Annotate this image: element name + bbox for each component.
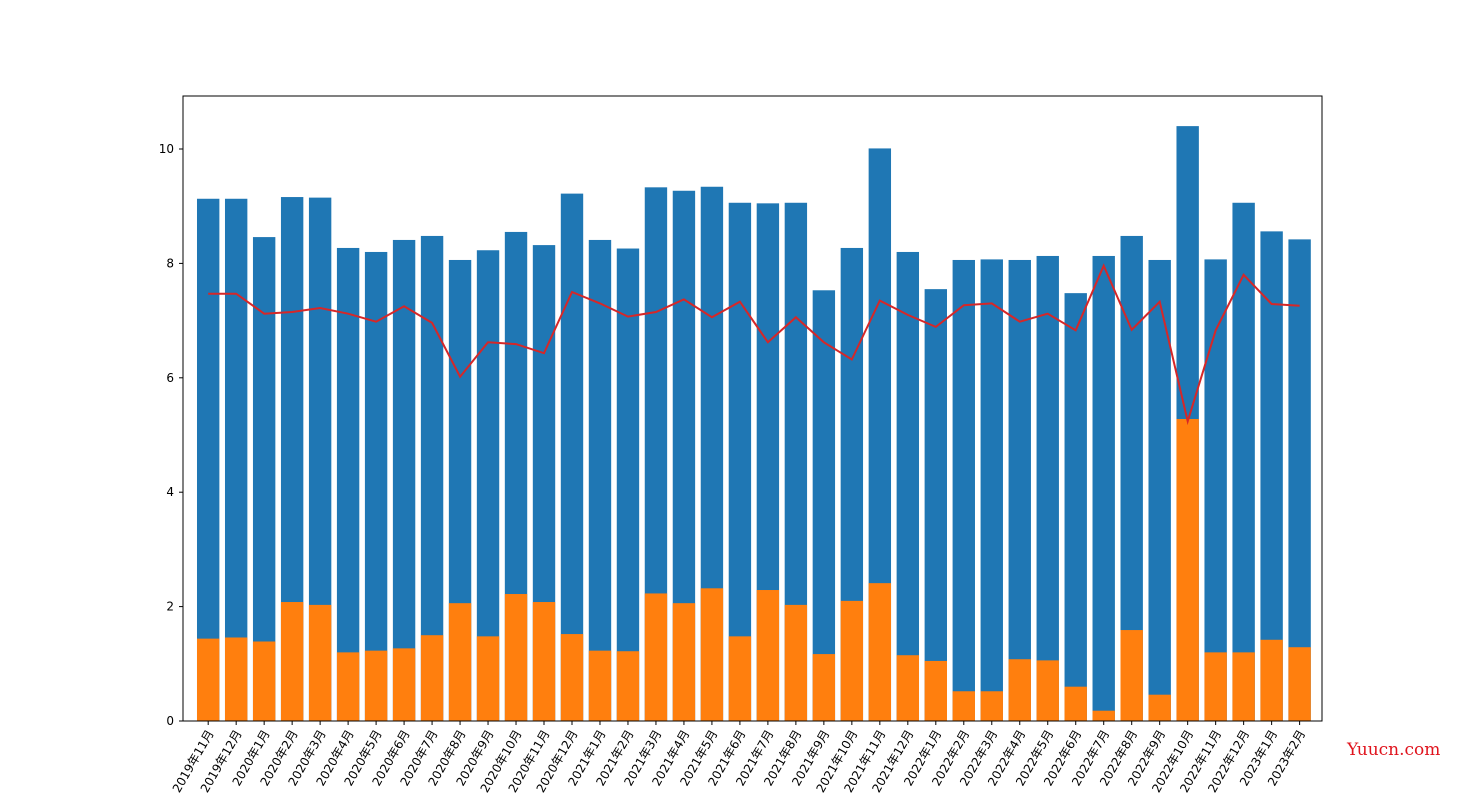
bar-orange: [392, 648, 416, 721]
bar-blue: [252, 237, 276, 721]
bar-orange: [588, 650, 612, 721]
x-axis: 2019年11月2019年12月2020年1月2020年2月2020年3月202…: [170, 721, 1308, 795]
bar-orange: [812, 654, 836, 721]
bar-orange: [196, 638, 220, 721]
bar-blue: [1036, 255, 1059, 722]
bar-blue: [1232, 202, 1255, 721]
watermark: Yuucn.com: [1347, 740, 1441, 760]
bar-orange: [896, 655, 920, 721]
bar-orange: [1148, 694, 1171, 721]
bar-blue: [896, 251, 920, 721]
bar-blue: [700, 186, 724, 721]
plot-frame: [182, 95, 1323, 722]
bar-orange: [1008, 659, 1031, 721]
bar-blue: [728, 202, 752, 721]
bar-orange: [1204, 652, 1227, 721]
bar-blue: [1120, 235, 1143, 721]
bar-orange: [448, 603, 472, 721]
bar-orange: [756, 590, 780, 721]
bar-blue: [924, 289, 947, 721]
bar-blue: [392, 239, 416, 721]
bar-orange: [336, 652, 360, 721]
bar-orange: [476, 636, 500, 721]
y-tick-label: 10: [159, 142, 174, 156]
bar-orange: [1120, 630, 1143, 721]
bar-blue: [336, 247, 360, 721]
bar-orange: [1176, 418, 1199, 721]
bar-orange: [952, 691, 975, 721]
bar-blue: [308, 197, 332, 721]
bar-blue: [1288, 239, 1311, 721]
bar-orange: [644, 593, 668, 721]
bar-blue: [588, 239, 612, 721]
bar-orange: [980, 691, 1003, 721]
bar-blue: [280, 197, 304, 722]
bar-orange: [420, 635, 444, 721]
bar-blue: [1260, 231, 1283, 722]
bar-series-2: [196, 418, 1311, 721]
bar-orange: [700, 588, 724, 721]
bar-blue: [560, 193, 584, 722]
bar-blue: [952, 259, 975, 721]
y-tick-label: 6: [166, 371, 174, 385]
bar-blue: [868, 148, 892, 722]
line-series: [208, 263, 1300, 426]
bar-orange: [924, 660, 947, 721]
bar-orange: [840, 600, 864, 721]
bar-orange: [672, 603, 696, 721]
bar-blue: [672, 190, 696, 722]
bar-orange: [560, 634, 584, 721]
bar-orange: [504, 594, 528, 721]
bar-orange: [532, 602, 556, 721]
bar-orange: [868, 583, 892, 721]
bar-orange: [728, 636, 752, 721]
bar-orange: [616, 651, 640, 721]
bar-blue: [1092, 255, 1115, 722]
bar-orange: [1260, 639, 1283, 721]
bar-blue: [196, 198, 220, 722]
y-tick-label: 8: [166, 256, 174, 270]
bar-blue: [980, 259, 1003, 721]
bar-orange: [1064, 686, 1087, 721]
bar-orange: [252, 641, 276, 721]
bar-orange: [1232, 652, 1255, 721]
bar-orange: [1092, 710, 1115, 721]
bar-blue: [420, 235, 444, 721]
bar-blue: [1064, 293, 1087, 721]
bar-series-1: [196, 126, 1311, 722]
bar-orange: [784, 604, 808, 721]
bar-blue: [364, 251, 388, 721]
bar-orange: [308, 604, 332, 721]
line-path: [208, 263, 1300, 426]
bar-orange: [280, 602, 304, 721]
bar-blue: [644, 187, 668, 722]
y-tick-label: 4: [166, 485, 174, 499]
bar-blue: [1204, 259, 1227, 721]
bar-blue: [812, 290, 836, 721]
bar-orange: [364, 650, 388, 721]
y-tick-label: 0: [166, 714, 174, 728]
y-axis: 0 2 4 6 8 10: [159, 142, 183, 728]
bar-blue: [476, 250, 500, 721]
bar-blue: [224, 198, 248, 722]
bar-blue: [784, 202, 808, 721]
bar-orange: [1036, 660, 1059, 721]
y-tick-label: 2: [166, 600, 174, 614]
bar-blue: [1148, 259, 1171, 721]
bar-blue: [616, 248, 640, 721]
bar-orange: [1288, 647, 1311, 721]
bar-orange: [224, 637, 248, 721]
bar-blue: [1008, 259, 1031, 721]
